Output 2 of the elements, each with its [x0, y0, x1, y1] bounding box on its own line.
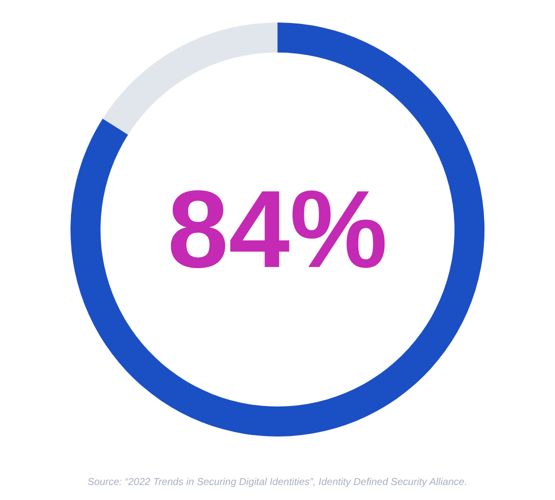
- source-note: Source: “2022 Trends in Securing Digital Identities”, Identity Defined Security Alliance.: [88, 477, 468, 488]
- data-label: 84%: [167, 168, 388, 291]
